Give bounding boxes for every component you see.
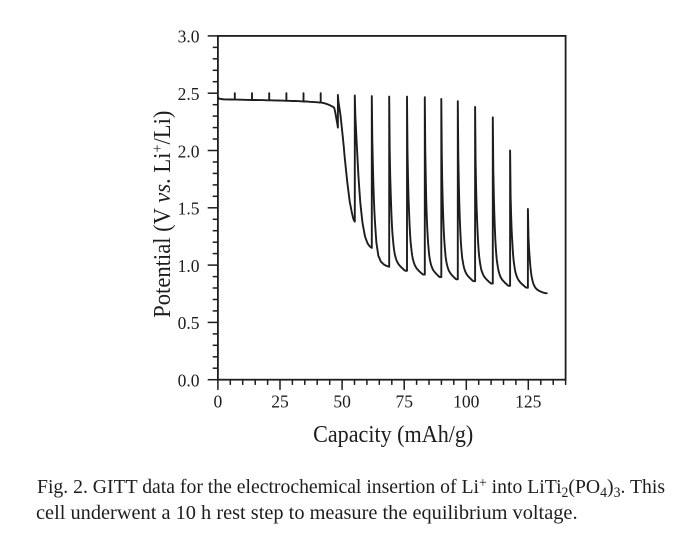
svg-text:1.5: 1.5 (178, 199, 200, 219)
svg-text:Potential (V vs. Li+/Li): Potential (V vs. Li+/Li) (149, 111, 176, 318)
svg-text:3.0: 3.0 (178, 27, 200, 47)
svg-text:Capacity (mAh/g): Capacity (mAh/g) (313, 421, 473, 448)
svg-text:125: 125 (515, 391, 542, 411)
svg-text:0.5: 0.5 (178, 313, 200, 333)
svg-text:0: 0 (214, 391, 223, 411)
svg-text:2.5: 2.5 (178, 84, 200, 104)
svg-text:75: 75 (395, 391, 413, 411)
svg-text:2.0: 2.0 (178, 141, 200, 161)
svg-text:50: 50 (333, 391, 351, 411)
svg-text:25: 25 (271, 391, 289, 411)
svg-text:0.0: 0.0 (178, 371, 200, 391)
svg-text:1.0: 1.0 (178, 256, 200, 276)
svg-text:100: 100 (453, 391, 480, 411)
